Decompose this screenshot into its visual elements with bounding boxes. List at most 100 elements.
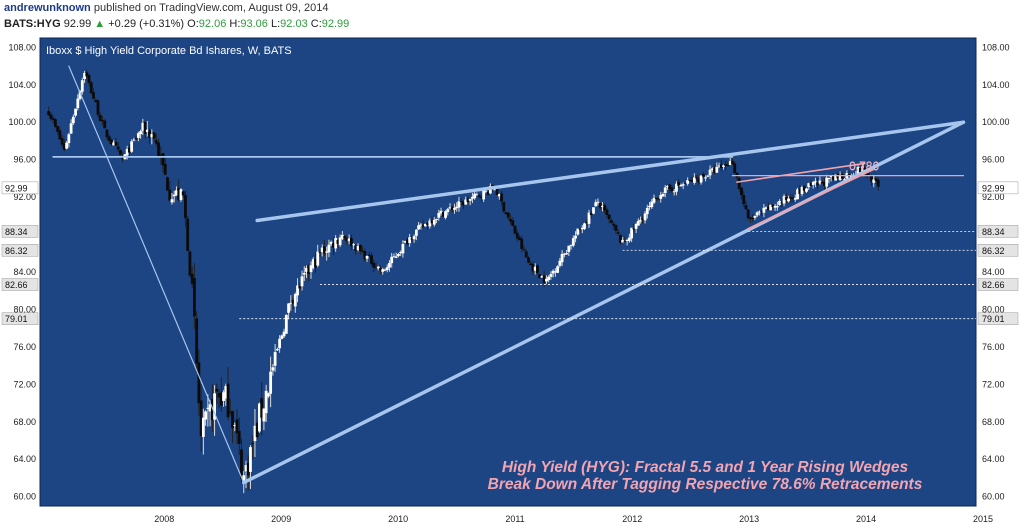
candle bbox=[556, 266, 560, 273]
candle bbox=[724, 164, 728, 166]
y-tick-label-left: 108.00 bbox=[8, 42, 36, 52]
candle bbox=[764, 207, 768, 209]
candle bbox=[67, 134, 71, 144]
candle bbox=[820, 181, 824, 184]
candle bbox=[612, 223, 616, 226]
candle bbox=[224, 386, 228, 399]
candle bbox=[827, 177, 831, 179]
y-tick-label-right: 92.00 bbox=[982, 192, 1005, 202]
candle bbox=[542, 275, 546, 283]
fractal-wedge-lower bbox=[241, 120, 966, 485]
candle bbox=[515, 232, 519, 239]
candle bbox=[354, 245, 358, 251]
candle bbox=[567, 245, 571, 252]
x-tick-label: 2013 bbox=[739, 514, 759, 524]
candle bbox=[423, 223, 427, 227]
fib-label-one-year: 0.786 bbox=[849, 160, 879, 174]
candle bbox=[538, 274, 542, 279]
annotation-line-1: High Yield (HYG): Fractal 5.5 and 1 Year… bbox=[502, 459, 909, 476]
candle bbox=[136, 133, 140, 138]
candle bbox=[199, 400, 203, 437]
candle bbox=[76, 98, 80, 109]
candle bbox=[258, 403, 261, 432]
y-tick-label-left: 100.00 bbox=[8, 117, 36, 127]
candle bbox=[589, 212, 593, 216]
candle bbox=[583, 223, 586, 229]
candle bbox=[58, 130, 62, 140]
candle bbox=[262, 408, 266, 422]
candle bbox=[264, 390, 268, 414]
candle bbox=[847, 173, 851, 176]
candle bbox=[403, 240, 407, 243]
candle bbox=[397, 253, 400, 256]
candle bbox=[509, 218, 512, 222]
plot-area[interactable] bbox=[39, 37, 977, 507]
candle bbox=[639, 219, 642, 222]
candle bbox=[419, 224, 423, 227]
candle bbox=[518, 237, 521, 241]
candle bbox=[719, 164, 723, 168]
y-tick-label-right: 96.00 bbox=[982, 155, 1005, 165]
author-link[interactable]: andrewunknown bbox=[4, 2, 91, 14]
candle bbox=[184, 195, 187, 219]
candle bbox=[751, 218, 755, 220]
candle bbox=[677, 182, 681, 186]
candle bbox=[145, 129, 149, 133]
candle bbox=[430, 220, 434, 224]
candle bbox=[856, 167, 860, 174]
candle bbox=[690, 180, 694, 182]
candle bbox=[363, 251, 367, 260]
candle bbox=[545, 278, 548, 282]
candle bbox=[361, 250, 364, 252]
candle bbox=[524, 251, 528, 258]
candle bbox=[504, 212, 508, 215]
candle bbox=[594, 202, 598, 207]
candle bbox=[101, 119, 104, 122]
candle bbox=[558, 260, 562, 266]
candle bbox=[94, 99, 98, 102]
symbol-label[interactable]: BATS:HYG bbox=[4, 18, 61, 30]
candle bbox=[641, 218, 645, 221]
candle bbox=[143, 121, 147, 134]
candle bbox=[260, 398, 264, 418]
candle bbox=[471, 196, 474, 199]
candle bbox=[161, 153, 165, 166]
candle bbox=[435, 218, 438, 220]
candle bbox=[190, 273, 194, 284]
candle bbox=[275, 349, 279, 351]
candle bbox=[340, 234, 344, 239]
candle bbox=[675, 183, 678, 192]
candle bbox=[657, 198, 660, 200]
candle bbox=[616, 232, 620, 234]
candle bbox=[352, 244, 355, 246]
candle bbox=[668, 184, 672, 190]
candle bbox=[775, 206, 779, 208]
candle bbox=[762, 207, 766, 213]
candle bbox=[284, 314, 288, 334]
candle bbox=[186, 218, 190, 251]
candle bbox=[103, 120, 107, 129]
candle bbox=[645, 207, 649, 215]
candle bbox=[112, 142, 116, 146]
candle bbox=[627, 237, 631, 241]
candle bbox=[529, 263, 533, 265]
candle bbox=[672, 191, 676, 193]
candle bbox=[791, 197, 795, 200]
candle bbox=[475, 194, 479, 196]
candle bbox=[273, 352, 277, 366]
candle bbox=[605, 209, 609, 216]
candle bbox=[134, 138, 138, 140]
candle bbox=[710, 168, 714, 170]
candle bbox=[226, 383, 230, 418]
candle bbox=[829, 175, 833, 178]
candle bbox=[92, 92, 95, 99]
candle bbox=[177, 188, 181, 201]
level-tag-right-bg bbox=[977, 225, 1019, 238]
y-tick-label-right: 108.00 bbox=[982, 42, 1010, 52]
y-tick-label-right: 72.00 bbox=[982, 379, 1005, 389]
one-year-wedge-lower bbox=[747, 168, 875, 230]
candle bbox=[701, 174, 705, 177]
candle bbox=[132, 139, 136, 141]
candle bbox=[332, 242, 335, 248]
